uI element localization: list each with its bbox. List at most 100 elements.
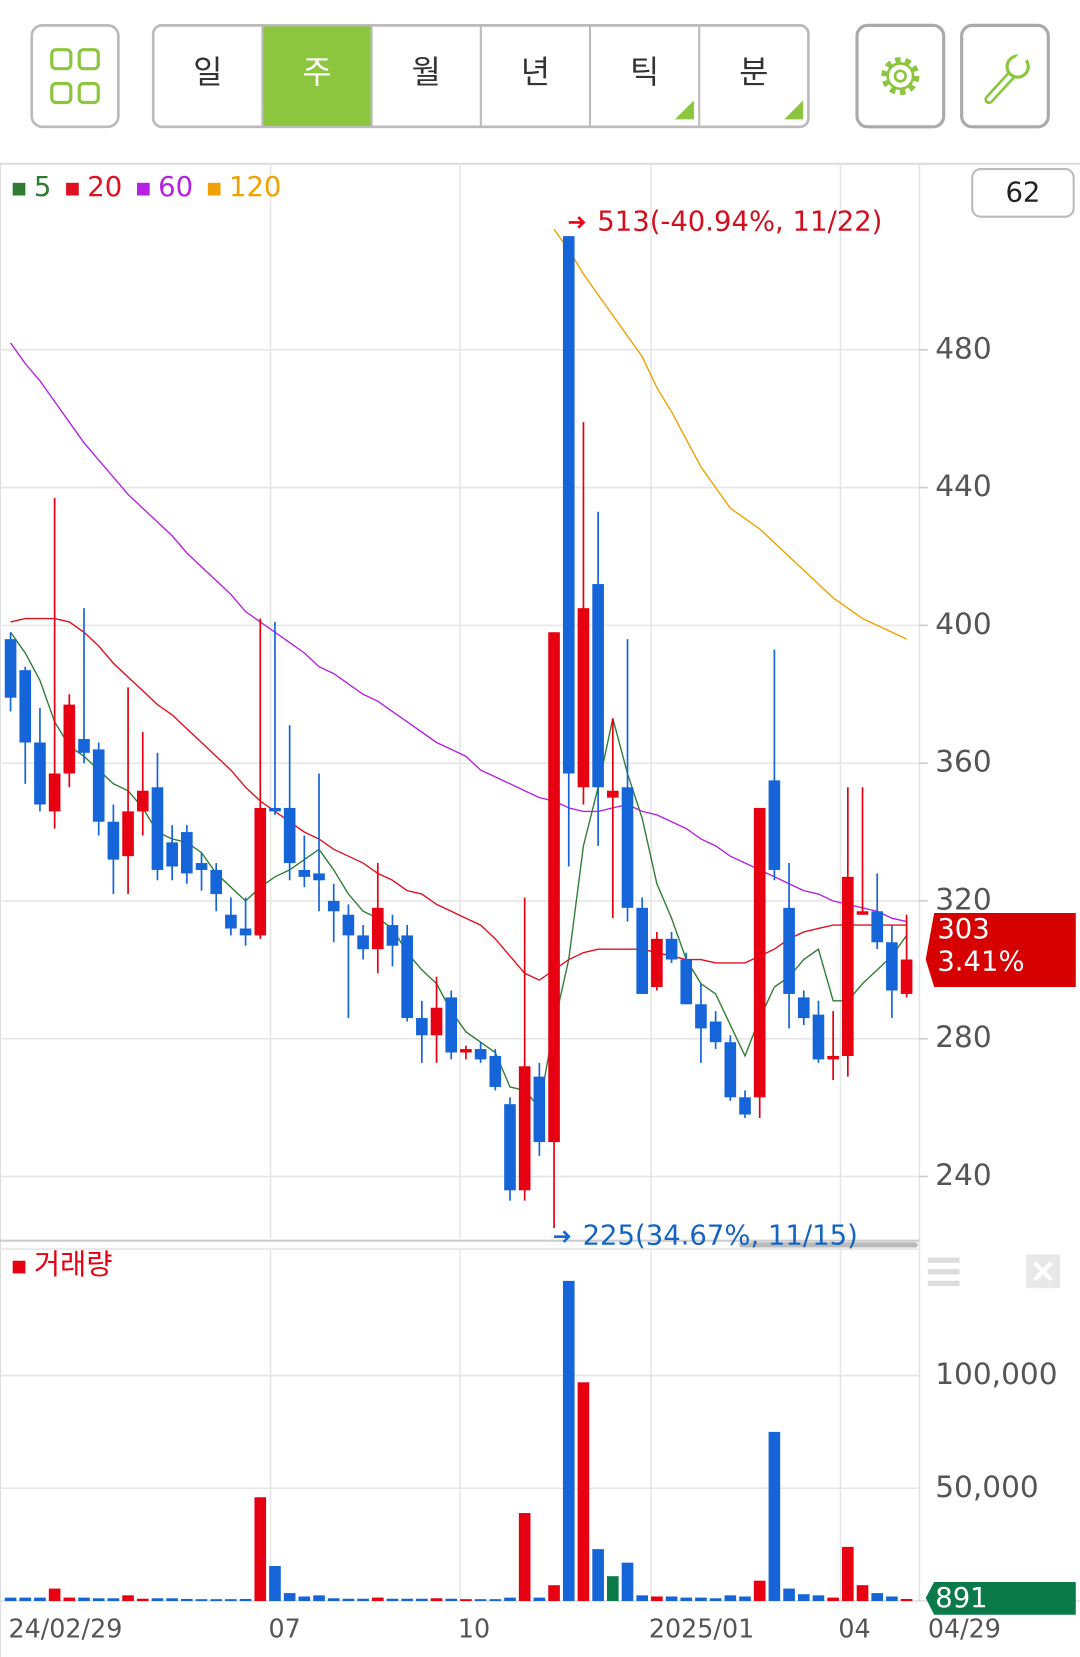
tab-label: 년	[521, 55, 550, 91]
candle-body	[548, 632, 560, 1143]
candle-body	[606, 790, 619, 798]
last-volume-box	[925, 1581, 1076, 1615]
volume-bar	[78, 1597, 90, 1601]
x-tick-label: 04	[838, 1614, 870, 1644]
candle-body	[122, 811, 134, 857]
y-tick-label: 360	[935, 745, 991, 779]
volume-bar	[460, 1599, 472, 1601]
tab[interactable]: 일	[193, 55, 222, 91]
x-tick-label: 2025/01	[649, 1614, 754, 1644]
volume-bar	[151, 1598, 164, 1601]
y-tick-label: 50,000	[935, 1470, 1038, 1504]
gear-icon	[886, 62, 915, 91]
volume-bar	[621, 1562, 634, 1601]
volume-bar	[842, 1546, 854, 1601]
volume-bar	[665, 1596, 678, 1601]
candle-body	[239, 928, 252, 936]
tab[interactable]: 주	[261, 26, 372, 126]
volume-bar	[680, 1597, 693, 1601]
plot	[4, 228, 913, 1601]
settings-button[interactable]	[855, 23, 946, 129]
gear-icon	[893, 69, 907, 83]
panel-menu-icon[interactable]	[927, 1257, 960, 1287]
candle-body	[225, 914, 237, 929]
volume-bar	[548, 1585, 560, 1601]
candle-body	[489, 1055, 502, 1087]
volume-bar	[371, 1597, 384, 1601]
candle-body	[78, 739, 90, 753]
volume-bar	[4, 1597, 17, 1601]
tools-button[interactable]	[960, 23, 1050, 129]
candle-body	[827, 1055, 839, 1060]
icon	[77, 48, 100, 71]
volume-bar	[225, 1599, 237, 1601]
volume-bar	[19, 1597, 32, 1601]
candle-body	[768, 780, 781, 870]
volume-bar	[592, 1549, 604, 1601]
grid	[0, 163, 928, 1601]
candle-body	[518, 1066, 531, 1191]
volume-bar	[313, 1595, 325, 1601]
volume-bar	[386, 1598, 399, 1601]
y-tick-label: 280	[935, 1020, 991, 1054]
legend-swatch	[207, 182, 221, 196]
low-annotation: 225(34.67%, 11/15)	[583, 1221, 858, 1252]
legend-swatch	[136, 182, 150, 196]
volume-bar	[195, 1599, 208, 1601]
candle-body	[401, 935, 413, 1019]
tab[interactable]: 월	[370, 26, 441, 126]
volume-bar	[518, 1513, 531, 1601]
tab[interactable]: 년	[479, 26, 550, 126]
volume-bar	[900, 1598, 913, 1601]
candle-body	[474, 1049, 487, 1060]
icon	[1033, 1261, 1053, 1282]
candle-body	[621, 787, 634, 908]
candle-body	[812, 1014, 825, 1060]
volume-bar	[254, 1497, 267, 1601]
volume-bar	[827, 1597, 839, 1601]
volume-bar	[239, 1598, 252, 1601]
candle-body	[592, 584, 604, 788]
volume-legend-swatch	[12, 1260, 26, 1274]
volume-bar	[283, 1593, 296, 1601]
volume-title: 거래량	[34, 1248, 113, 1281]
volume-bar	[724, 1595, 737, 1601]
candle-body	[739, 1097, 751, 1115]
candle-body	[871, 911, 884, 943]
candle-body	[842, 876, 854, 1056]
menu-button[interactable]	[30, 24, 120, 129]
volume-bar	[577, 1382, 590, 1601]
x-tick-label: 07	[268, 1614, 300, 1644]
volume-bar	[269, 1566, 281, 1601]
button-frame	[30, 24, 120, 129]
volume-bar	[606, 1576, 619, 1601]
volume-bar	[533, 1597, 546, 1601]
tab-label: 월	[412, 55, 441, 91]
tab-label: 일	[193, 55, 222, 91]
candle-body	[504, 1104, 516, 1191]
y-tick-label: 100,000	[935, 1357, 1057, 1391]
legend-label: 20	[87, 172, 122, 203]
candle-body	[416, 1018, 428, 1036]
volume-bar	[445, 1598, 458, 1601]
candle-body	[371, 907, 384, 950]
y-tick-label: 400	[935, 607, 991, 641]
candle-body	[636, 907, 648, 994]
volume-bar	[886, 1596, 898, 1601]
candle-body	[680, 959, 693, 1005]
visible-count: 62	[1005, 177, 1040, 208]
candle-body	[298, 869, 311, 877]
volume-bar	[430, 1598, 443, 1601]
count-box[interactable]	[971, 168, 1075, 218]
volume-bar	[651, 1596, 663, 1601]
candle-body	[577, 608, 590, 788]
wrench-icon	[1014, 49, 1031, 66]
button-frame	[855, 23, 946, 129]
volume-bar	[416, 1598, 428, 1601]
last-price: 303	[937, 914, 989, 945]
panel-close-icon[interactable]	[1026, 1254, 1060, 1289]
legend-swatch	[66, 182, 79, 196]
candle-body	[181, 832, 193, 874]
